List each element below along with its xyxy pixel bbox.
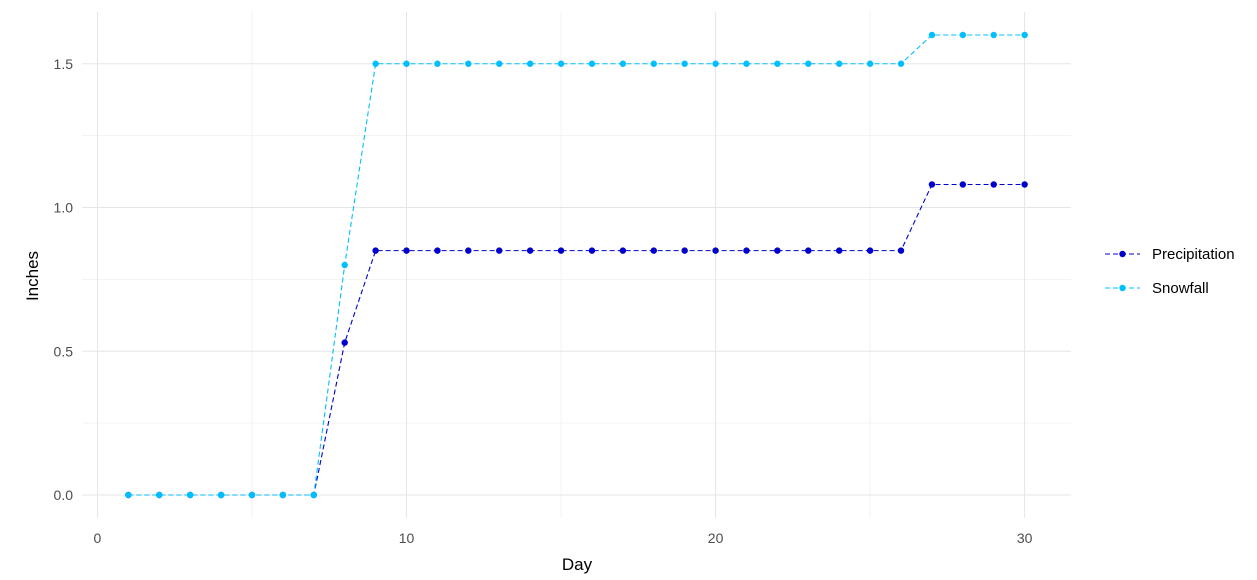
data-point (1021, 31, 1028, 39)
data-point (805, 247, 812, 254)
y-tick-label: 0.5 (54, 343, 74, 359)
data-point (403, 247, 410, 254)
y-tick-label: 0.0 (54, 487, 74, 503)
data-point (897, 60, 905, 67)
x-tick-label: 30 (1017, 530, 1033, 546)
data-point (866, 247, 874, 254)
data-point (434, 60, 441, 67)
data-point (928, 181, 936, 188)
data-point (465, 247, 472, 254)
data-point (712, 60, 719, 67)
data-point (990, 181, 997, 188)
data-point (805, 60, 812, 67)
data-point (496, 60, 503, 67)
y-tick-label: 1.0 (54, 200, 74, 216)
data-point (681, 60, 688, 67)
data-point (372, 247, 379, 254)
data-point (959, 181, 967, 188)
x-axis-ticks: 0 10 20 30 (94, 530, 1033, 546)
data-point (588, 247, 596, 254)
data-point (619, 247, 627, 254)
data-point (774, 60, 781, 67)
data-point (557, 60, 565, 67)
data-point (248, 491, 256, 499)
grid (82, 12, 1071, 518)
data-point (990, 31, 997, 39)
legend-item-snowfall: Snowfall (1105, 280, 1209, 297)
data-point (1021, 181, 1028, 188)
series-precipitation (125, 181, 1028, 499)
data-point (959, 31, 967, 39)
legend-label: Precipitation (1152, 246, 1235, 263)
series-line-precipitation (128, 183, 1025, 496)
data-point (434, 247, 441, 254)
data-point (928, 31, 936, 39)
data-point (588, 60, 596, 67)
data-point (186, 491, 194, 499)
data-point (681, 247, 688, 254)
data-point (774, 247, 781, 254)
legend-point-swatch (1119, 284, 1126, 292)
y-axis-title: Inches (23, 251, 42, 301)
series-line-snowfall (128, 34, 1025, 496)
data-point (836, 247, 843, 254)
data-point (650, 60, 657, 67)
y-tick-label: 1.5 (54, 56, 74, 72)
data-point (465, 60, 472, 67)
data-point (372, 60, 379, 67)
data-point (866, 60, 874, 67)
data-point (526, 247, 534, 254)
data-point (743, 60, 750, 67)
data-point (743, 247, 750, 254)
x-tick-label: 0 (94, 530, 102, 546)
data-point (496, 247, 503, 254)
data-point (156, 491, 163, 499)
data-point (310, 491, 317, 499)
legend-point-swatch (1119, 250, 1126, 258)
series-snowfall (125, 31, 1028, 499)
x-axis-title: Day (562, 555, 593, 574)
data-point (526, 60, 534, 67)
x-tick-label: 20 (708, 530, 724, 546)
data-point (341, 339, 348, 346)
data-point (897, 247, 905, 254)
x-tick-label: 10 (399, 530, 415, 546)
data-point (217, 491, 225, 499)
legend: Precipitation Snowfall (1105, 246, 1235, 297)
data-point (557, 247, 565, 254)
y-axis-ticks: 0.0 0.5 1.0 1.5 (54, 56, 74, 503)
data-point (341, 261, 348, 269)
data-point (836, 60, 843, 67)
series-layer (125, 31, 1028, 499)
data-point (279, 491, 287, 499)
data-point (712, 247, 719, 254)
legend-item-precipitation: Precipitation (1105, 246, 1235, 263)
legend-label: Snowfall (1152, 280, 1209, 297)
data-point (650, 247, 657, 254)
data-point (403, 60, 410, 67)
data-point (125, 491, 132, 499)
data-point (619, 60, 627, 67)
